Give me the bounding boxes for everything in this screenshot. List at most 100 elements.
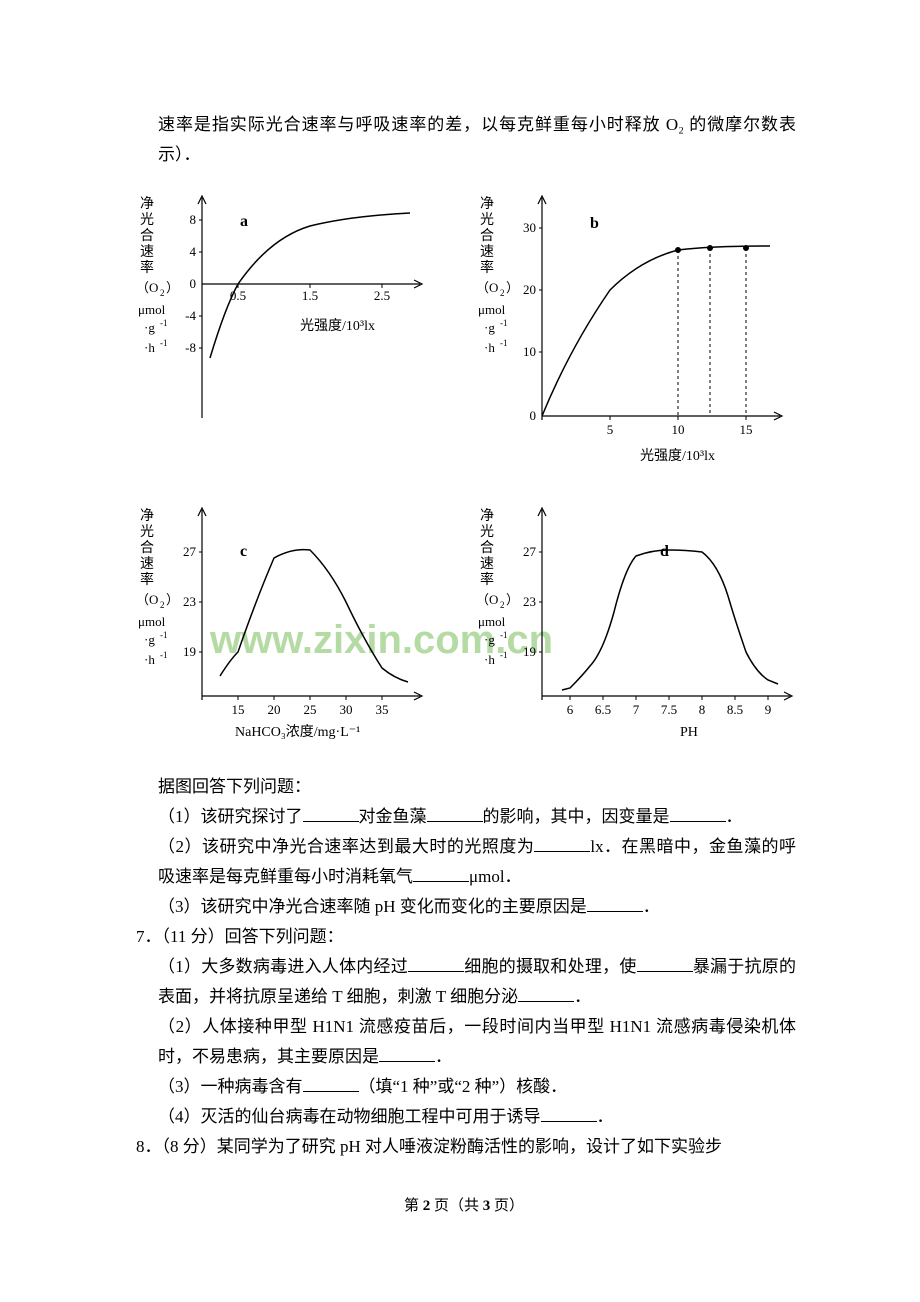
svg-text:9: 9	[765, 702, 772, 717]
svg-text:b: b	[590, 215, 599, 232]
svg-text:率: 率	[480, 259, 494, 276]
svg-text:5: 5	[607, 422, 614, 437]
svg-text:0: 0	[530, 408, 537, 423]
svg-text:光强度/10³lx: 光强度/10³lx	[640, 448, 715, 464]
page-footer: 第 2 页（共 3 页）	[132, 1194, 796, 1215]
svg-text:c: c	[240, 543, 247, 560]
intro-text: 速率是指实际光合速率与呼吸速率的差，以每克鲜重每小时释放 O₂ 的微摩尔数表示）…	[132, 110, 796, 170]
svg-text:-1: -1	[500, 650, 508, 660]
svg-text:10: 10	[523, 344, 536, 359]
svg-text:·g: ·g	[144, 320, 155, 335]
svg-text:20: 20	[268, 702, 281, 717]
svg-text:2: 2	[160, 288, 165, 298]
question-6-1: （1）该研究探讨了对金鱼藻的影响，其中，因变量是．	[132, 802, 796, 832]
svg-text:7.5: 7.5	[661, 702, 677, 717]
svg-text:15: 15	[740, 422, 753, 437]
svg-text:-1: -1	[160, 318, 168, 328]
svg-text:速: 速	[480, 244, 494, 260]
svg-text:光: 光	[480, 212, 494, 228]
svg-text:2: 2	[500, 288, 505, 298]
svg-text:-1: -1	[160, 650, 168, 660]
svg-text:（O: （O	[136, 280, 158, 295]
svg-text:2: 2	[500, 600, 505, 610]
svg-text:速: 速	[140, 244, 154, 260]
svg-text:27: 27	[523, 544, 537, 559]
svg-text:-1: -1	[160, 338, 168, 348]
svg-text:-1: -1	[500, 338, 508, 348]
q1-prefix: （1）该研究探讨了	[158, 807, 303, 826]
svg-text:-1: -1	[160, 630, 168, 640]
q7-3-a: （3）一种病毒含有	[158, 1077, 303, 1096]
svg-text:）: ）	[166, 592, 179, 607]
svg-text:率: 率	[140, 571, 154, 588]
svg-text:PH: PH	[680, 725, 698, 740]
svg-text:10: 10	[672, 422, 685, 437]
svg-text:-8: -8	[185, 340, 196, 355]
question-7-1: （1）大多数病毒进入人体内经过细胞的摄取和处理，使暴漏于抗原的表面，并将抗原呈递…	[132, 952, 796, 1012]
footer-a: 第	[404, 1198, 423, 1214]
q7-1-b: 细胞的摄取和处理，使	[464, 957, 637, 976]
q1-mid1: 对金鱼藻	[359, 807, 427, 826]
q3-suffix: ．	[643, 897, 660, 916]
svg-text:合: 合	[140, 228, 154, 244]
svg-text:30: 30	[523, 220, 536, 235]
footer-b: 页（共	[430, 1198, 483, 1214]
svg-text:合: 合	[140, 540, 154, 556]
question-6-2: （2）该研究中净光合速率达到最大时的光照度为lx．在黑暗中，金鱼藻的呼吸速率是每…	[132, 832, 796, 892]
svg-text:光: 光	[140, 524, 154, 540]
svg-text:率: 率	[480, 571, 494, 588]
svg-text:a: a	[240, 213, 248, 230]
blank	[534, 834, 590, 852]
svg-text:净: 净	[140, 196, 154, 212]
q7-1-a: （1）大多数病毒进入人体内经过	[158, 957, 408, 976]
svg-text:速: 速	[480, 556, 494, 572]
svg-text:（O: （O	[476, 280, 498, 295]
svg-text:率: 率	[140, 259, 154, 276]
svg-text:25: 25	[304, 702, 317, 717]
svg-text:NaHCO₃浓度/mg·L⁻¹: NaHCO₃浓度/mg·L⁻¹	[235, 724, 360, 740]
question-7-4: （4）灭活的仙台病毒在动物细胞工程中可用于诱导．	[132, 1102, 796, 1132]
q1-mid2: 的影响，其中，因变量是	[483, 807, 670, 826]
svg-text:30: 30	[340, 702, 353, 717]
svg-text:合: 合	[480, 540, 494, 556]
blank	[587, 894, 643, 912]
blank	[541, 1104, 597, 1122]
svg-text:（O: （O	[136, 592, 158, 607]
svg-text:）: ）	[506, 592, 519, 607]
svg-text:6: 6	[567, 702, 574, 717]
q7-1-d: ．	[574, 987, 591, 1006]
after-charts-text: 据图回答下列问题：	[132, 772, 796, 802]
blank	[427, 804, 483, 822]
question-7-3: （3）一种病毒含有（填“1 种”或“2 种”）核酸．	[132, 1072, 796, 1102]
svg-text:d: d	[660, 543, 669, 560]
svg-text:8: 8	[699, 702, 706, 717]
blank	[637, 954, 693, 972]
svg-text:·g: ·g	[484, 632, 495, 647]
question-7-header: 7．（11 分）回答下列问题：	[132, 922, 796, 952]
svg-text:μmol: μmol	[478, 302, 506, 317]
svg-text:1.5: 1.5	[302, 288, 318, 303]
svg-text:8.5: 8.5	[727, 702, 743, 717]
question-8: 8．（8 分）某同学为了研究 pH 对人唾液淀粉酶活性的影响，设计了如下实验步	[132, 1132, 796, 1162]
svg-text:23: 23	[523, 594, 536, 609]
svg-text:合: 合	[480, 228, 494, 244]
svg-text:15: 15	[232, 702, 245, 717]
svg-text:4: 4	[190, 244, 197, 259]
blank	[379, 1044, 435, 1062]
q7-4-b: ．	[597, 1107, 614, 1126]
svg-text:19: 19	[523, 644, 536, 659]
blank	[408, 954, 464, 972]
svg-text:·g: ·g	[144, 632, 155, 647]
svg-text:（O: （O	[476, 592, 498, 607]
svg-text:2: 2	[160, 600, 165, 610]
svg-text:速: 速	[140, 556, 154, 572]
q2-suffix: μmol．	[469, 867, 522, 886]
svg-text:-1: -1	[500, 630, 508, 640]
footer-c: 页）	[490, 1198, 524, 1214]
svg-text:6.5: 6.5	[595, 702, 611, 717]
chart-b: 净 光 合 速 率 （O 2 ） μmol ·g -1 ·h -1	[470, 188, 790, 478]
charts-grid: www.zixin.com.cn 净 光 合 速 率 （O 2 ） μmol ·…	[130, 188, 796, 750]
svg-text:-1: -1	[500, 318, 508, 328]
question-6-3: （3）该研究中净光合速率随 pH 变化而变化的主要原因是．	[132, 892, 796, 922]
svg-text:19: 19	[183, 644, 196, 659]
